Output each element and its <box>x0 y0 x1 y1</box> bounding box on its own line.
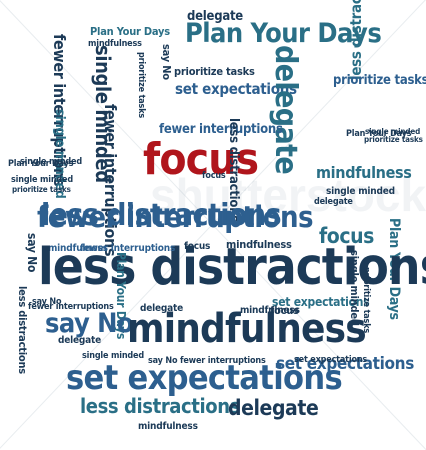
cloud-word-single-minded: single minded <box>326 186 395 197</box>
cloud-word-less-distractions: less distractions <box>80 394 240 418</box>
cloud-word-plan-your-days: Plan Your Days <box>8 159 74 169</box>
cloud-word-set-expectations: set expectations <box>276 354 414 374</box>
cloud-word-single-minded: single minded <box>365 127 421 136</box>
cloud-word-say-no-fewer-interruptions: say No fewer interruptions <box>148 356 266 366</box>
cloud-word-set-expectations: set expectations <box>272 295 370 309</box>
cloud-word-say-no: say No <box>45 308 134 339</box>
cloud-word-single-minded: single minded <box>11 175 73 185</box>
cloud-word-mindfulness: mindfulness <box>88 39 142 49</box>
cloud-word-delegate: delegate <box>187 9 243 24</box>
cloud-word-set-expectations: set expectations <box>66 358 343 398</box>
cloud-word-prioritize-tasks: prioritize tasks <box>12 185 71 194</box>
cloud-word-prioritize-tasks: prioritize tasks <box>364 135 423 144</box>
cloud-word-set-expectations: set expectations <box>294 355 368 365</box>
cloud-word-mindfulness: mindfulness <box>316 163 412 182</box>
cloud-word-fewer-interruptions: fewer interruptions <box>28 302 114 312</box>
cloud-word-prioritize-tasks: prioritize tasks <box>333 73 426 88</box>
cloud-word-prioritize-tasks: prioritize tasks <box>136 52 146 119</box>
cloud-word-prioritize-tasks: prioritize tasks <box>174 65 255 78</box>
cloud-word-focus: focus <box>143 134 259 185</box>
cloud-word-set-expectations: set expectations <box>175 80 297 98</box>
cloud-word-say-no: say No <box>160 44 173 80</box>
cloud-word-delegate: delegate <box>228 396 319 420</box>
cloud-word-mindfulness: mindfulness <box>48 243 108 254</box>
cloud-word-less-distractions: less distractions <box>38 238 426 297</box>
cloud-word-mindfulness: mindfulness <box>240 305 300 316</box>
cloud-word-delegate: delegate <box>140 303 184 314</box>
cloud-word-fewer-interruptions: fewer interruptions <box>37 200 314 234</box>
cloud-word-focus: focus <box>319 224 374 248</box>
cloud-word-plan-your-days: Plan Your Days <box>346 129 412 139</box>
cloud-word-mindfulness: mindfulness <box>138 421 198 432</box>
cloud-word-fewer-interruptions: fewer interruptions <box>159 122 283 137</box>
cloud-word-focus: focus <box>202 171 226 181</box>
cloud-word-delegate: delegate <box>268 45 303 175</box>
cloud-word-focus: focus <box>184 241 211 252</box>
cloud-word-focus: focus <box>270 304 299 317</box>
cloud-word-delegate: delegate <box>314 197 353 207</box>
cloud-word-less-distractions: less distractions <box>16 286 29 374</box>
cloud-word-mindfulness: mindfulness <box>226 238 292 251</box>
cloud-word-fewer-interruptions: fewer interruptions <box>80 243 176 254</box>
cloud-word-plan-your-days: Plan Your Days <box>90 25 170 38</box>
cloud-word-single-minded: single minded <box>82 351 144 361</box>
cloud-word-mindfulness: mindfulness <box>127 306 367 352</box>
cloud-word-single-minded: single minded <box>20 157 82 167</box>
cloud-word-less-distractions: less distractions <box>347 0 365 80</box>
cloud-word-say-no: say No <box>32 297 62 307</box>
cloud-word-say-no: say No <box>25 233 39 273</box>
cloud-word-plan-your-days: Plan Your Days <box>185 18 382 49</box>
cloud-word-less-distractions: less distractions <box>41 198 282 233</box>
cloud-word-delegate: delegate <box>58 335 102 346</box>
